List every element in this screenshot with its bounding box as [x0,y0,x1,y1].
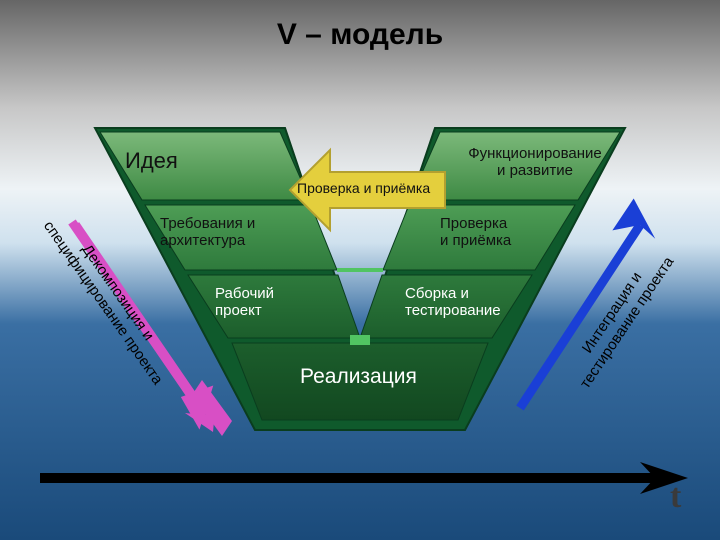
stage-ops: Функционирование и развитие [455,145,615,180]
stage-impl: Реализация [300,365,417,389]
stage-verify: Проверка и приёмка [440,215,511,250]
stage-req: Требования и архитектура [160,215,255,250]
time-axis-label: t [670,478,681,516]
sep-2 [350,335,370,345]
stage-idea: Идея [125,148,178,173]
verify-arrow-label: Проверка и приёмка [297,180,430,196]
stage-design: Рабочий проект [215,285,274,320]
stage-assembly: Сборка и тестирование [405,285,501,320]
